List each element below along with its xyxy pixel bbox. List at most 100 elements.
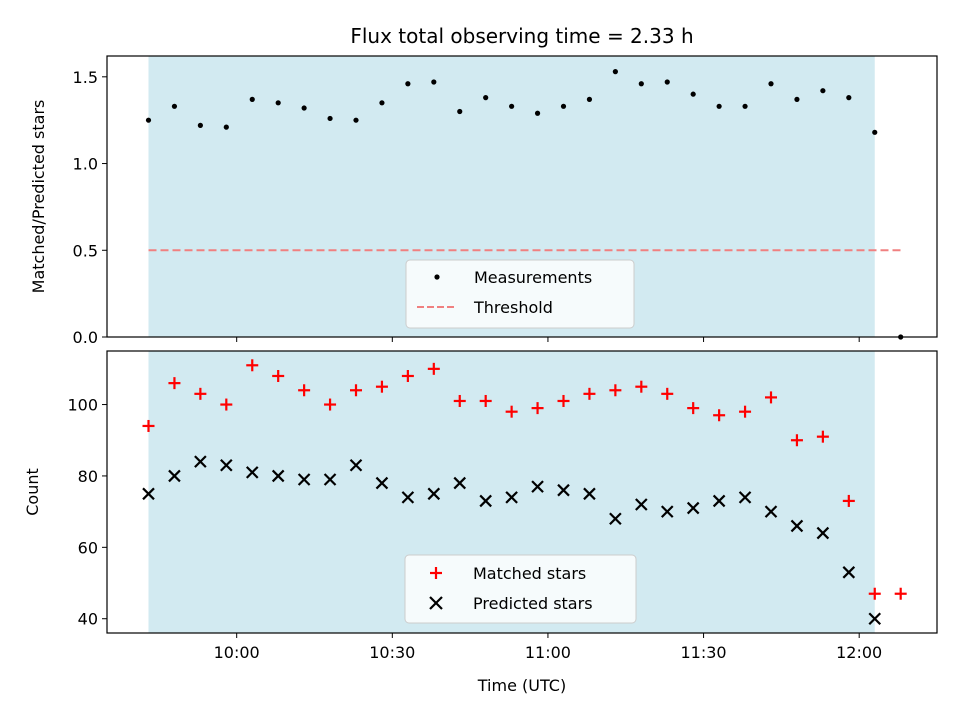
legend-measurements-marker [434, 274, 440, 280]
predicted-star-point [868, 612, 882, 625]
top-y-axis-label: Matched/Predicted stars [29, 100, 48, 294]
legend-threshold-label: Threshold [473, 298, 553, 317]
bottom-y-axis-label: Count [23, 468, 42, 516]
predicted-star-point [764, 505, 778, 518]
matched-star-point [557, 394, 570, 407]
predicted-star-point [323, 473, 337, 486]
measurement-point [794, 96, 800, 102]
measurement-point [638, 81, 644, 87]
legend-predicted-marker [429, 596, 443, 610]
predicted-star-point [245, 466, 259, 479]
predicted-star-point [660, 505, 674, 518]
predicted-star-point [297, 473, 311, 486]
matched-star-point [739, 405, 752, 418]
measurement-point [353, 117, 359, 123]
predicted-star-point [375, 476, 389, 490]
measurement-point [301, 105, 307, 111]
matched-star-point [790, 434, 803, 447]
predicted-star-point [609, 512, 622, 526]
predicted-star-point [712, 494, 726, 508]
x-tick-label: 11:30 [681, 643, 727, 662]
predicted-star-point [194, 455, 207, 468]
matched-star-point [401, 369, 414, 382]
bottom-legend-box [404, 554, 637, 624]
measurement-point [509, 103, 515, 109]
measurement-point [197, 122, 203, 128]
measurement-point [742, 103, 748, 109]
matched-star-point [298, 384, 311, 397]
matched-star-point [324, 398, 337, 411]
predicted-star-point [505, 491, 518, 504]
measurement-point [872, 129, 878, 135]
measurement-point [327, 115, 333, 122]
predicted-star-point [738, 491, 752, 504]
measurement-point [820, 88, 826, 94]
matched-star-point [583, 387, 596, 400]
matched-star-point [531, 402, 544, 415]
top-marks-layer [145, 69, 904, 340]
measurement-point [145, 117, 152, 123]
predicted-star-point [349, 458, 363, 472]
predicted-star-point [220, 458, 233, 472]
chart-title: Flux total observing time = 2.33 h [350, 24, 693, 48]
matched-star-point [765, 391, 777, 404]
measurement-point [457, 108, 463, 115]
matched-star-point [894, 587, 907, 600]
matched-star-point [194, 387, 207, 400]
matched-star-point [661, 387, 674, 400]
measurement-point [431, 79, 437, 85]
top-y-tick-label: 1.0 [73, 155, 98, 174]
measurement-point [768, 81, 774, 87]
measurement-point [534, 110, 541, 116]
predicted-star-point [168, 469, 181, 483]
measurement-point [716, 103, 722, 109]
legend-matched-marker [430, 567, 442, 579]
measurement-point [171, 103, 178, 109]
bottom-y-tick-label: 100 [67, 396, 98, 415]
x-tick-label: 10:30 [369, 643, 415, 662]
matched-star-point [453, 394, 466, 407]
legend-predicted-label: Predicted stars [473, 594, 593, 613]
bottom-legend: Matched stars Predicted stars [404, 554, 637, 624]
matched-star-point [479, 394, 492, 407]
predicted-star-point [635, 498, 648, 511]
top-legend: Measurements Threshold [405, 259, 635, 329]
top-y-tick-label: 0.0 [73, 328, 98, 347]
measurement-point [223, 124, 229, 130]
predicted-star-point [531, 480, 544, 493]
flux-ratio-panel: Flux total observing time = 2.33 h 0.00.… [29, 24, 938, 347]
predicted-star-point [790, 519, 804, 533]
measurement-point [690, 91, 696, 97]
measurement-point [275, 100, 281, 106]
measurement-point [483, 95, 489, 101]
matched-star-point [220, 398, 233, 411]
matched-star-point [272, 369, 285, 382]
top-y-tick-label: 1.5 [73, 68, 98, 87]
bottom-ticks-layer: 40 60 80 100 10:00 10:30 11:00 11:30 12:00 [67, 396, 882, 662]
x-tick-label: 12:00 [836, 643, 882, 662]
bottom-y-tick-label: 80 [78, 467, 98, 486]
matched-star-point [687, 402, 700, 415]
measurement-point [405, 81, 411, 87]
top-ticks-layer: 0.0 0.5 1.0 1.5 [73, 68, 860, 347]
x-tick-label: 11:00 [525, 643, 571, 662]
measurement-point [612, 69, 618, 75]
x-axis-label: Time (UTC) [477, 676, 566, 695]
matched-star-point [375, 380, 388, 393]
matched-star-point [142, 419, 155, 432]
bottom-y-tick-label: 60 [78, 538, 98, 557]
matched-star-point [427, 362, 440, 375]
measurement-point [664, 79, 670, 85]
measurement-point [846, 95, 852, 101]
predicted-star-point [842, 566, 856, 579]
matched-star-point [350, 384, 362, 397]
bottom-axes-frame [106, 350, 938, 634]
measurement-point [379, 100, 385, 106]
top-axes-frame [106, 55, 938, 338]
predicted-star-point [142, 487, 155, 501]
predicted-star-point [557, 483, 570, 497]
measurement-point [560, 103, 567, 109]
predicted-star-point [453, 476, 467, 490]
top-y-tick-label: 0.5 [73, 241, 98, 260]
matched-star-point [842, 494, 855, 507]
